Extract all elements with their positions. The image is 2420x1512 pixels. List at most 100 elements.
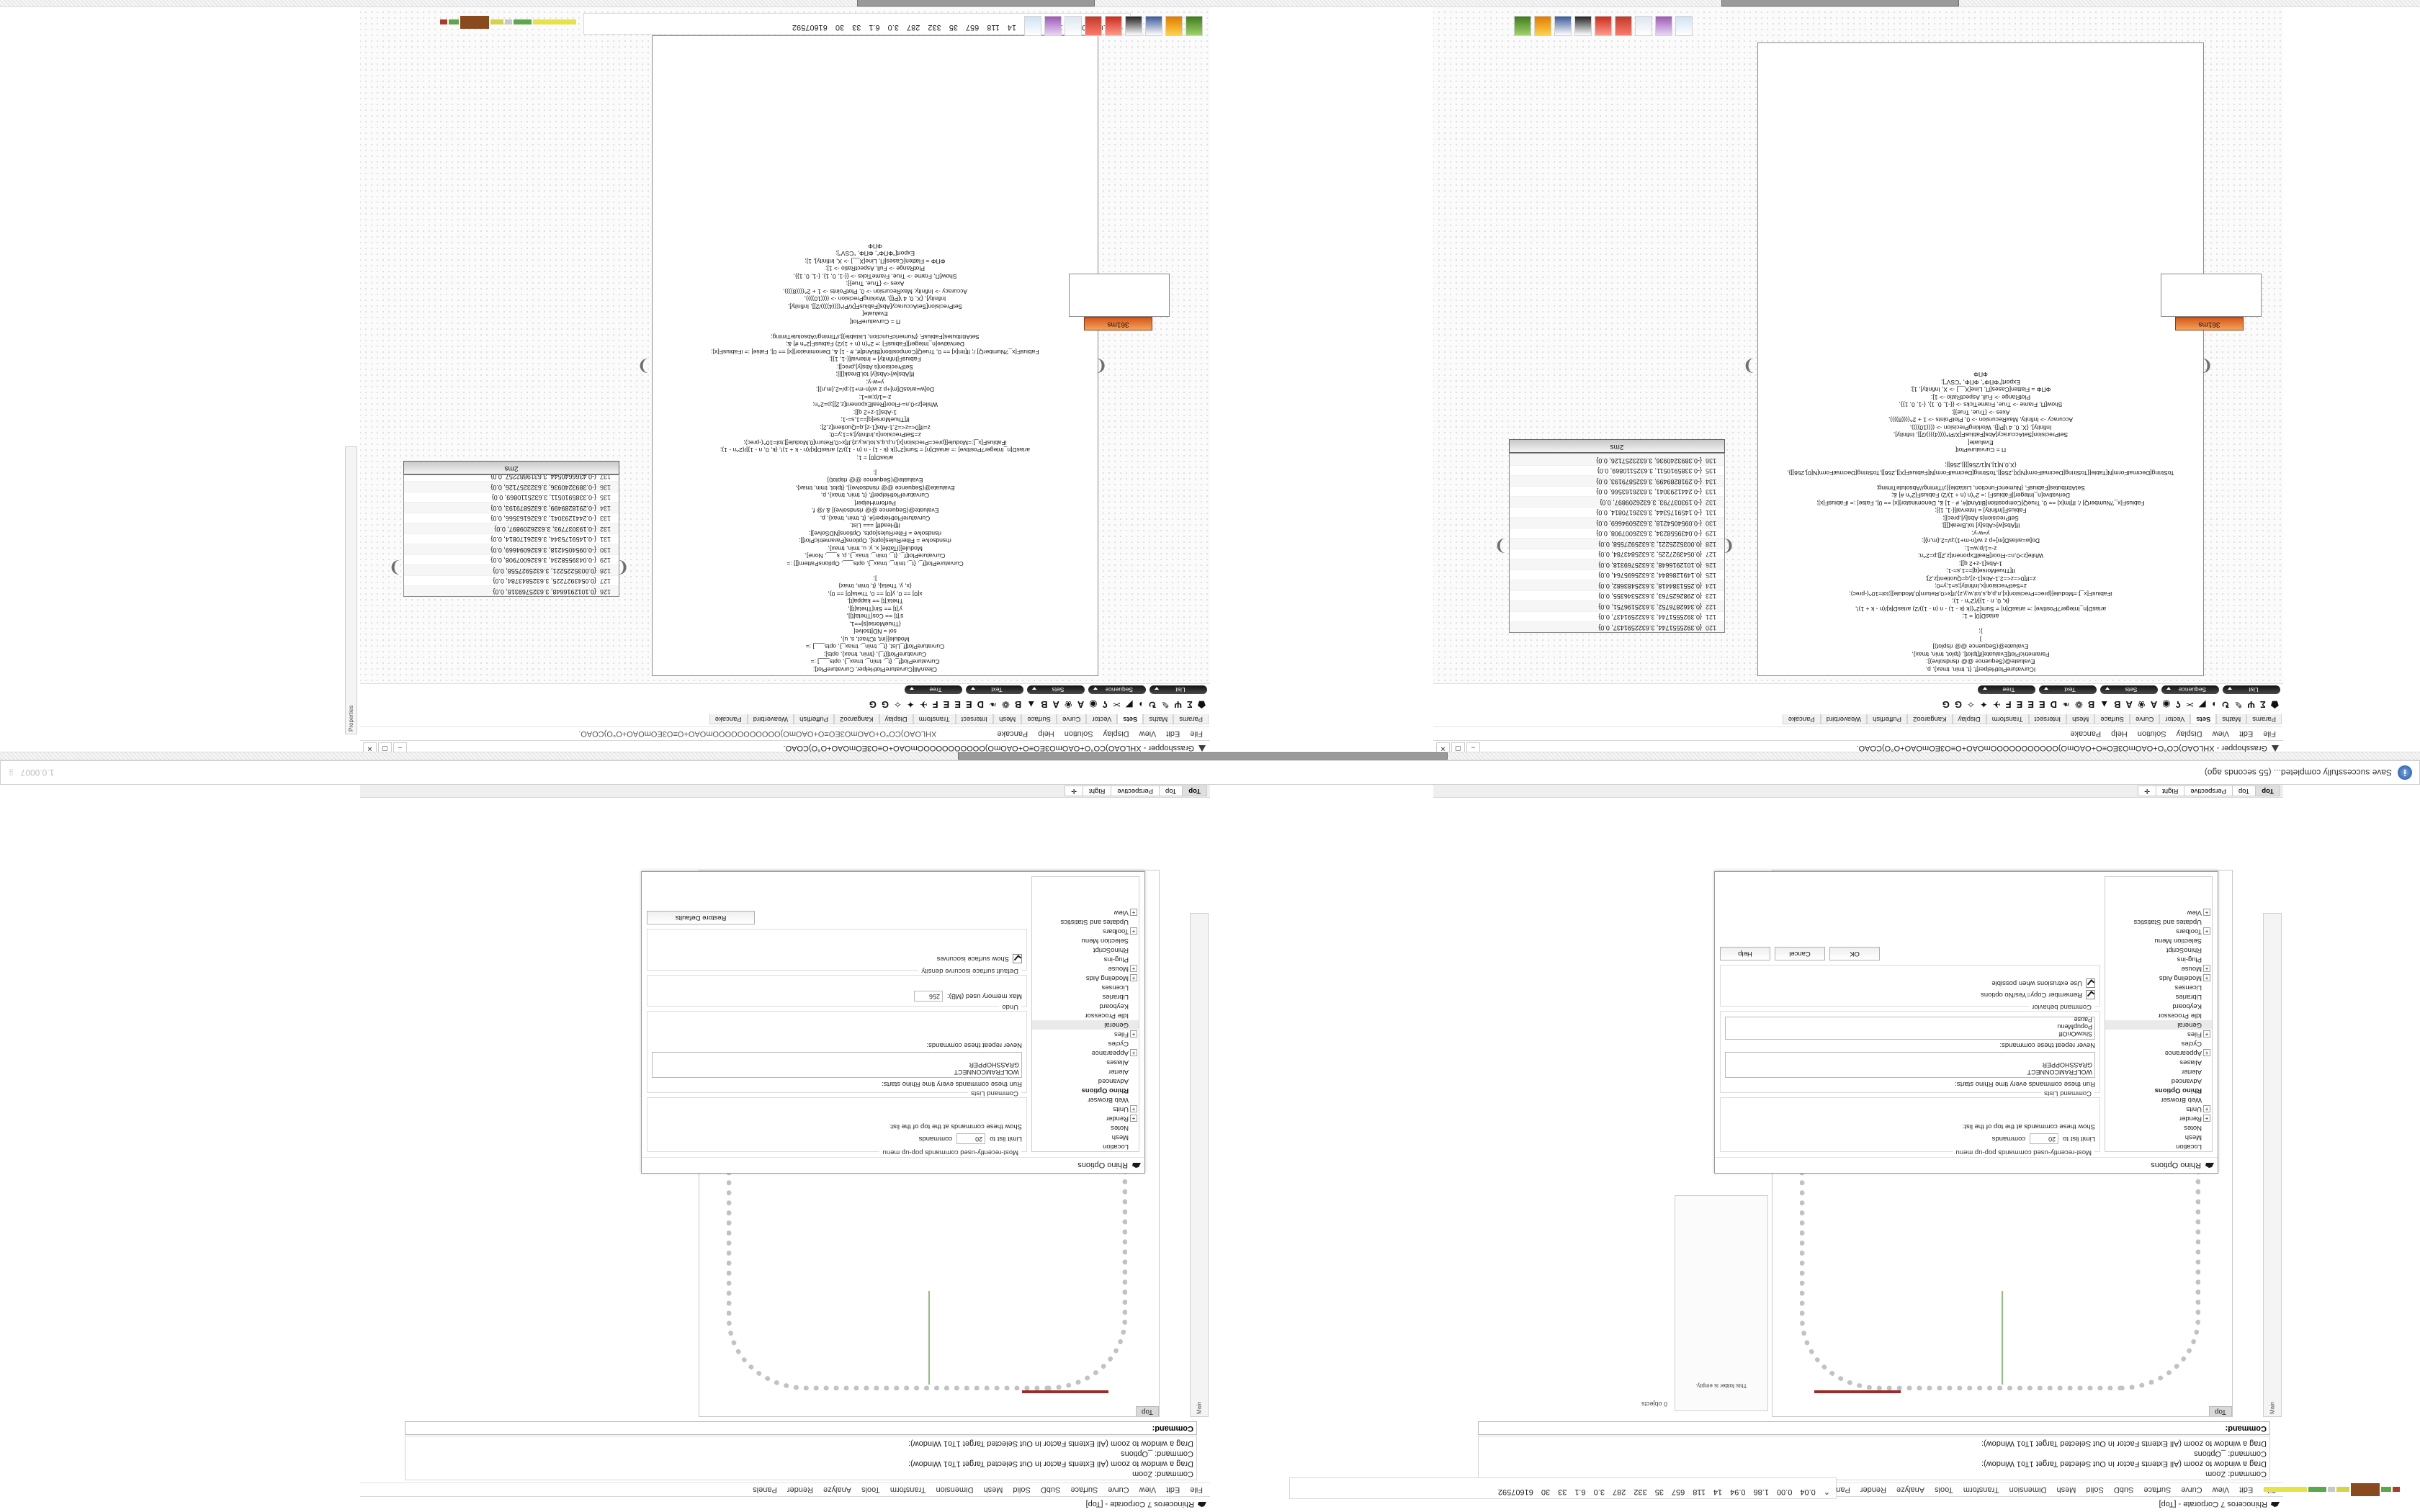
gh-tab-intersect[interactable]: Intersect: [955, 714, 994, 724]
rhino-sidetab-a[interactable]: Properties: [345, 446, 357, 734]
gh-table-grip-right[interactable]: ❩: [388, 559, 402, 577]
tray-icon-8[interactable]: [1534, 16, 1551, 36]
gh-tab-kangaroo2[interactable]: Kangaroo2: [834, 714, 879, 724]
gh-panel-grip-left[interactable]: ❨: [2200, 357, 2213, 375]
gh-component-icon-4[interactable]: ↻: [2221, 699, 2230, 711]
gh-subgroup-text[interactable]: Text: [966, 685, 1023, 694]
gh-component-icon-19[interactable]: E: [2038, 699, 2045, 710]
gh-menu-pancake[interactable]: Pancake: [2070, 729, 2102, 738]
gh-ribbon-tabs[interactable]: Params Maths Sets Vector Curve Surface Mesh Int…: [360, 714, 1210, 726]
gh-menubar-a[interactable]: File Edit View Display Solution Help Pan…: [360, 726, 1210, 740]
options-tree-item-appearance[interactable]: Appearance: [2105, 1048, 2212, 1058]
gh-component-icon-27[interactable]: G: [1942, 699, 1950, 710]
viewport-tab-✛[interactable]: ✛: [1065, 786, 1084, 796]
rhino-menubar-c[interactable]: File Edit View Curve Surface SubD Solid Mesh Dim…: [360, 1482, 1210, 1496]
rhino-command-prompt-d[interactable]: Command:: [1478, 1421, 2270, 1435]
options-tree-item-mouse[interactable]: Mouse: [1032, 964, 1139, 973]
never-repeat-list[interactable]: ShowOnOff PopupMenu Pause: [1725, 1017, 2095, 1040]
gh-menu-file[interactable]: File: [1190, 729, 1203, 738]
gh-tab-vector[interactable]: Vector: [2159, 714, 2191, 724]
app-icon-tray-left[interactable]: [1514, 16, 1693, 36]
gh-panel-grip-left[interactable]: ❨: [1094, 357, 1108, 375]
table-row[interactable]: 129 {-0.0439558234, 3.6326007908, 0.0}: [1510, 528, 1724, 539]
resize-grip[interactable]: ⣿: [8, 769, 14, 777]
gh-component-icon-18[interactable]: D: [977, 699, 985, 710]
gh-data-table-b[interactable]: 120 {0.3925551744, 3.6322591437, 0.0} 121 {…: [1509, 453, 1725, 633]
gh-component-icon-22[interactable]: F: [2005, 699, 2012, 710]
gh-ribbon-icons[interactable]: ⬟ Σ Ψ ✎ ↻ ◗ ◤ ✂ ʕ ◉ A ❀ A B ▲ B ❁ ❧ D E E E F ✈ ✦ ✧ G G: [1433, 695, 2283, 714]
options-tree-item-mesh[interactable]: Mesh: [2184, 1133, 2202, 1141]
options-tree-c[interactable]: Location MeshNotesRenderUnitsWeb Browser R…: [1031, 876, 1139, 1152]
gh-tab-surface[interactable]: Surface: [2094, 714, 2130, 724]
gh-subgroup-list[interactable]: List: [2223, 685, 2280, 694]
gh-subgroup-sets[interactable]: Sets: [2100, 685, 2158, 694]
gh-component-icon-19[interactable]: E: [965, 699, 972, 710]
gh-component-icon-12[interactable]: A: [1052, 699, 1059, 710]
table-row[interactable]: 130 {-0.0954054218, 3.6326094669, 0.0}: [1510, 517, 1724, 528]
gh-component-icon-1[interactable]: Σ: [2259, 699, 2266, 710]
startup-command-item[interactable]: WOLFRAMCONNECT: [954, 1068, 1020, 1076]
gh-tab-pufferfish[interactable]: Pufferfish: [794, 714, 835, 724]
options-tree-item-libraries[interactable]: Libraries: [1102, 993, 1129, 1001]
gh-component-icon-10[interactable]: A: [2150, 699, 2158, 710]
viewport-tab-top[interactable]: Top: [2255, 786, 2280, 796]
scroll-thumb[interactable]: [1721, 0, 1959, 6]
rhino-left-toolbar-d[interactable]: Main: [2263, 913, 2282, 1417]
gh-component-icon-3[interactable]: ✎: [2234, 699, 2243, 711]
rhino-menu-tools[interactable]: Tools: [1935, 1485, 1953, 1494]
gh-menu-help[interactable]: Help: [1038, 729, 1054, 738]
options-tree-item-general[interactable]: General: [2105, 1020, 2212, 1030]
gh-component-icon-13[interactable]: B: [1041, 699, 1048, 710]
gh-menu-edit[interactable]: Edit: [2239, 729, 2254, 738]
gh-component-icon-12[interactable]: A: [2125, 699, 2133, 710]
rhino-menu-transform[interactable]: Transform: [1963, 1485, 1999, 1494]
gh-tab-transform[interactable]: Transform: [1986, 714, 2029, 724]
gh-component-icon-8[interactable]: ʕ: [2175, 699, 2181, 710]
gh-subgroup-list[interactable]: List: [1150, 685, 1207, 694]
rhino-menu-subd[interactable]: SubD: [1040, 1485, 1061, 1494]
never-repeat-item[interactable]: ShowOnOff: [2058, 1030, 2092, 1038]
options-tree-item-advanced[interactable]: Advanced: [2171, 1077, 2202, 1085]
viewport-tab-perspective[interactable]: Perspective: [2184, 786, 2233, 796]
gh-component-icon-16[interactable]: ❁: [2074, 699, 2083, 711]
tray-icon-6[interactable]: [1574, 16, 1592, 36]
gh-menu-pancake[interactable]: Pancake: [997, 729, 1028, 738]
rhino-menu-subd[interactable]: SubD: [2113, 1485, 2134, 1494]
gh-tab-mesh[interactable]: Mesh: [993, 714, 1022, 724]
gh-component-icon-9[interactable]: ◉: [1089, 699, 1098, 711]
rhino-menu-dimension[interactable]: Dimension: [2009, 1485, 2047, 1494]
options-tree-item-modeling-aids[interactable]: Modeling Aids: [2105, 973, 2212, 983]
table-row[interactable]: 132 {-0.193037793, 3.6326209897, 0.0}: [1510, 496, 1724, 507]
tray-icon-3[interactable]: [1065, 16, 1082, 36]
gh-menu-help[interactable]: Help: [2111, 729, 2128, 738]
gh-tab-display[interactable]: Display: [1952, 714, 1986, 724]
rhino-menu-render[interactable]: Render: [786, 1485, 813, 1494]
tray-icon-1[interactable]: [1675, 16, 1693, 36]
rhino-options-dialog-c[interactable]: Rhino Options Location MeshNotesRenderUni…: [641, 871, 1145, 1174]
gh-subgroup-sequence[interactable]: Sequence: [2161, 685, 2219, 694]
gh-component-icon-14[interactable]: ▲: [1026, 699, 1036, 710]
rhino-titlebar-c[interactable]: Rhinoceros 7 Corporate - [Top]: [360, 1496, 1210, 1512]
gh-canvas-b[interactable]: ICurvaturePlotHelper[f, {t, tmin, tmax},…: [1433, 0, 2283, 683]
gh-component-icon-25[interactable]: ✧: [1966, 699, 1975, 711]
gh-canvas-a[interactable]: CleanAll[CurvaturePlotHelper, CurvatureP…: [360, 0, 1210, 683]
gh-component-icon-7[interactable]: ✂: [2185, 699, 2194, 711]
gh-tab-pancake[interactable]: Pancake: [1782, 714, 1821, 724]
rhino-menu-mesh[interactable]: Mesh: [983, 1485, 1003, 1494]
rhino-titlebar-d[interactable]: Rhinoceros 7 Corporate - [Top]: [1433, 1496, 2283, 1512]
gh-tab-maths[interactable]: Maths: [1143, 714, 1174, 724]
options-tree-item-rhinoscript[interactable]: RhinoScript: [2166, 946, 2202, 954]
gh-tab-mesh[interactable]: Mesh: [2066, 714, 2095, 724]
gh-component-icon-2[interactable]: Ψ: [1174, 699, 1182, 710]
table-row[interactable]: 125 {0.1491286844, 3.6325695764, 0.0}: [1510, 570, 1724, 580]
gh-component-icon-23[interactable]: ✈: [919, 699, 928, 711]
gh-panel-grip-right[interactable]: ❩: [637, 357, 650, 375]
table-row[interactable]: 134 {-0.2918289499, 3.6325879193, 0.0}: [404, 502, 619, 513]
gh-component-icon-24[interactable]: ✦: [906, 699, 915, 711]
gh-tab-sets[interactable]: Sets: [2190, 714, 2217, 724]
gh-tab-weaverbird[interactable]: Weaverbird: [1820, 714, 1868, 724]
options-tree-item-notes[interactable]: Notes: [1111, 1124, 1129, 1132]
options-tree-item-toolbars[interactable]: Toolbars: [2105, 927, 2212, 936]
gh-component-icon-17[interactable]: ❧: [989, 699, 997, 711]
options-tree-item-web-browser[interactable]: Web Browser: [2161, 1096, 2202, 1104]
